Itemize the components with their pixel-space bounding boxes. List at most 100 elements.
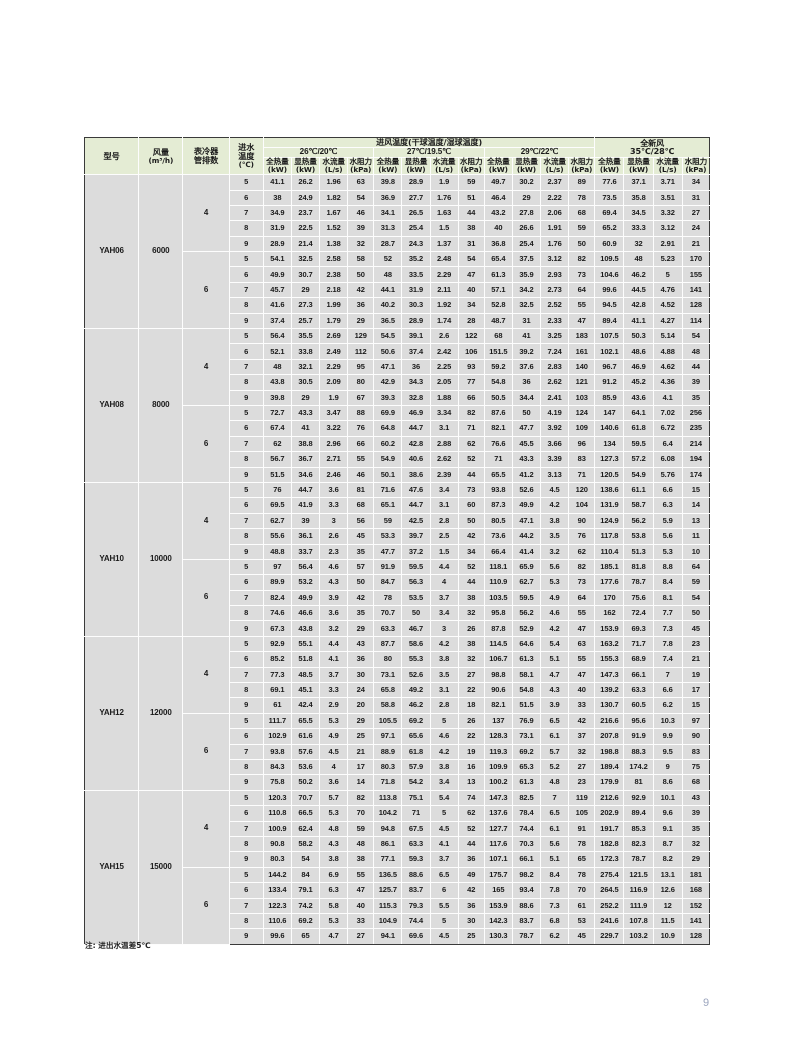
cell-cond26-water-resistance: 35 <box>347 543 375 560</box>
header-inlet-air-temp-group: 进风温度(干球温度/湿球温度) <box>262 137 596 148</box>
cell-cond26-water-flow: 4.8 <box>319 820 349 837</box>
cell-fresh-air-sensible-cooling: 72.4 <box>623 605 654 622</box>
cell-cond26-water-resistance: 80 <box>347 374 375 391</box>
header-sensible-cooling-label: 显热量 <box>294 156 317 166</box>
table-header: 型号 风量 (m³/h) 表冷器 管排数 进水 温度 (℃) 进风温度(干球温度 <box>83 136 711 176</box>
table-row: 7 62 38.8 2.96 66 60.2 42.8 2.88 62 76.6 45.5 3.66 9… <box>85 435 711 453</box>
cell-cond29-water-resistance: 78 <box>568 866 596 884</box>
cell-cond29-water-flow: 5.6 <box>540 835 570 853</box>
cell-cond29-sensible-cooling: 25.4 <box>511 235 542 253</box>
cell-cond29-water-resistance: 82 <box>568 251 596 268</box>
cell-cond29-water-resistance: 50 <box>568 235 596 253</box>
cell-fresh-air-total-cooling: 153.9 <box>594 620 625 637</box>
cooling-capacity-table: 型号 风量 (m³/h) 表冷器 管排数 进水 温度 (℃) 进风温度(干球温度 <box>83 136 711 945</box>
cell-cond27-total-cooling: 104.2 <box>373 805 403 822</box>
cell-cond29-total-cooling: 65.5 <box>483 466 513 483</box>
header-water-inlet-temp-unit: (℃) <box>238 160 254 170</box>
cell-cond26-water-resistance: 39 <box>347 220 375 237</box>
cell-cond27-total-cooling: 36.5 <box>373 312 403 330</box>
cell-cond27-water-resistance: 42 <box>457 882 485 899</box>
cell-cond26-sensible-cooling: 46.6 <box>290 605 321 622</box>
cell-cond27-total-cooling: 40.2 <box>373 297 403 314</box>
cell-cond29-water-resistance: 71 <box>568 466 596 483</box>
cell-fresh-air-water-flow: 12 <box>652 897 683 914</box>
cell-airflow: 10000 <box>138 481 184 637</box>
cell-cond26-total-cooling: 56.7 <box>262 451 292 468</box>
cell-fresh-air-total-cooling: 202.9 <box>594 805 625 822</box>
table-row: 9 99.6 65 4.7 27 94.1 69.6 4.5 25 130.3 78.7 6.2 45 2… <box>85 928 711 945</box>
cell-water-inlet-temp: 7 <box>228 512 264 530</box>
cell-cond27-sensible-cooling: 39.7 <box>401 528 431 545</box>
cell-fresh-air-total-cooling: 163.2 <box>594 635 625 653</box>
cell-fresh-air-water-flow: 6.08 <box>652 451 683 468</box>
cell-cond29-water-resistance: 45 <box>568 928 596 945</box>
cell-fresh-air-water-resistance: 194 <box>681 451 711 468</box>
cell-cond29-water-resistance: 68 <box>568 204 596 222</box>
cell-cond29-water-flow: 5.2 <box>540 758 570 776</box>
cell-cond27-sensible-cooling: 42.5 <box>401 512 431 530</box>
cell-cond26-water-resistance: 36 <box>347 297 375 314</box>
cell-fresh-air-water-flow: 4.76 <box>652 281 683 299</box>
cell-cond29-total-cooling: 65.4 <box>483 251 513 268</box>
cell-cond26-water-flow: 2.49 <box>319 343 349 360</box>
cell-cond26-water-resistance: 30 <box>347 666 375 684</box>
cell-cond29-total-cooling: 93.8 <box>483 481 513 499</box>
cell-cond26-sensible-cooling: 33.7 <box>290 543 321 560</box>
cell-cond27-total-cooling: 34.1 <box>373 204 403 222</box>
cell-cond26-water-flow: 5.8 <box>319 897 349 914</box>
cell-cond27-water-resistance: 82 <box>457 404 485 422</box>
header-coil-rows: 表冷器 管排数 <box>182 136 230 176</box>
cell-fresh-air-water-resistance: 15 <box>681 697 711 714</box>
cell-cond29-total-cooling: 127.7 <box>483 820 513 837</box>
cell-cond27-water-resistance: 38 <box>457 220 485 237</box>
cell-cond27-sensible-cooling: 59.5 <box>401 558 431 576</box>
cell-cond26-water-resistance: 57 <box>347 558 375 576</box>
cell-fresh-air-sensible-cooling: 56.2 <box>623 512 654 530</box>
cell-cond26-sensible-cooling: 36.7 <box>290 451 321 468</box>
cell-fresh-air-water-resistance: 141 <box>681 281 711 299</box>
cell-fresh-air-sensible-cooling: 45.2 <box>623 374 654 391</box>
cell-cond29-total-cooling: 107.1 <box>483 851 513 868</box>
cell-fresh-air-total-cooling: 179.9 <box>594 774 625 791</box>
cell-airflow: 15000 <box>138 789 184 945</box>
cell-cond27-sensible-cooling: 88.6 <box>401 866 431 884</box>
cell-cond26-water-resistance: 66 <box>347 435 375 453</box>
cell-cond26-water-resistance: 42 <box>347 281 375 299</box>
cell-cond27-sensible-cooling: 46.2 <box>401 697 431 714</box>
cell-cond29-water-resistance: 23 <box>568 774 596 791</box>
cell-fresh-air-water-resistance: 181 <box>681 866 711 884</box>
cell-cond29-water-resistance: 64 <box>568 589 596 607</box>
cell-cond27-total-cooling: 50.1 <box>373 466 403 483</box>
cell-cond29-water-resistance: 37 <box>568 728 596 745</box>
cell-cond27-total-cooling: 115.3 <box>373 897 403 914</box>
header-water-flow-fresh: 水流量 (L/s) <box>652 156 683 176</box>
cell-cond26-water-resistance: 29 <box>347 712 375 730</box>
cell-cond29-water-resistance: 121 <box>568 374 596 391</box>
cell-fresh-air-water-flow: 6.6 <box>652 481 683 499</box>
cell-water-inlet-temp: 6 <box>228 189 264 206</box>
cell-fresh-air-sensible-cooling: 71.7 <box>623 635 654 653</box>
cell-model-name: YAH15 <box>83 789 140 945</box>
table-row: YAH06 6000 4 5 41.1 26.2 1.96 63 39.8 28.9 1.9 59 49… <box>83 174 711 330</box>
cell-cond26-sensible-cooling: 32.1 <box>290 358 321 376</box>
cell-cond29-water-resistance: 105 <box>568 805 596 822</box>
cell-cond26-water-flow: 1.9 <box>319 389 349 407</box>
cell-cond29-total-cooling: 40 <box>483 220 513 237</box>
cell-cond29-water-resistance: 27 <box>568 758 596 776</box>
cell-cond29-water-resistance: 61 <box>568 897 596 914</box>
cell-water-inlet-temp: 6 <box>228 651 264 668</box>
cell-cond26-total-cooling: 55.6 <box>262 528 292 545</box>
cell-cond29-water-flow: 4.2 <box>540 620 570 637</box>
cell-cond26-total-cooling: 93.8 <box>262 743 292 760</box>
cell-cond29-water-resistance: 96 <box>568 435 596 453</box>
cell-cond29-sensible-cooling: 51.5 <box>511 697 542 714</box>
cell-cond26-total-cooling: 133.4 <box>262 882 292 899</box>
cell-cond29-sensible-cooling: 47.1 <box>511 512 542 530</box>
cell-cond27-water-resistance: 30 <box>457 912 485 930</box>
table-row: 7 62.7 39 3 56 59 42.5 2.8 50 80.5 47.1 3.8 90 124.9 5… <box>85 512 711 530</box>
cell-cond29-water-resistance: 83 <box>568 451 596 468</box>
cell-cond27-total-cooling: 47.1 <box>373 358 403 376</box>
cell-cond29-water-flow: 2.62 <box>540 374 570 391</box>
cell-cond29-water-flow: 4.2 <box>540 497 570 514</box>
cell-fresh-air-water-flow: 7.7 <box>652 605 683 622</box>
